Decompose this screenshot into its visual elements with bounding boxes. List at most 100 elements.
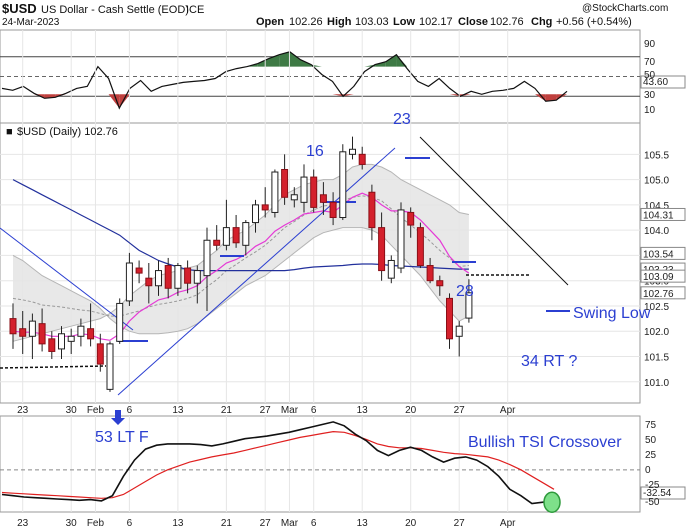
x-tick-label: 30 <box>66 405 78 416</box>
x-tick-label-bottom: 13 <box>172 518 184 529</box>
chg-label: Chg <box>531 16 552 28</box>
top-tick-70: 70 <box>644 57 656 68</box>
price-right-label-box <box>640 246 686 260</box>
candle-body <box>96 343 104 365</box>
candle-body <box>252 204 259 224</box>
top-oversold-fill <box>556 94 567 101</box>
annotation-34-rt: 34 RT ? <box>521 353 577 370</box>
candle-body <box>436 280 444 287</box>
price-right-label-box <box>640 286 686 300</box>
candle-body <box>446 297 453 340</box>
candle-body <box>38 323 46 345</box>
high-value: 103.03 <box>355 16 389 28</box>
tsi-line <box>1 421 555 505</box>
x-tick-label-bottom: Apr <box>500 518 516 529</box>
tsi-tick-0: 0 <box>645 465 651 476</box>
candle-body <box>329 201 337 219</box>
candle-body <box>465 292 473 319</box>
x-tick-label: Apr <box>500 405 516 416</box>
x-tick-label-bottom: 27 <box>454 518 466 529</box>
x-tick-label-bottom: 6 <box>311 518 317 529</box>
tsi-crossover-highlight <box>543 491 561 513</box>
bollinger-lower-line <box>12 227 470 335</box>
header-exchange: ICE <box>186 4 204 16</box>
candle-body <box>116 302 124 342</box>
candle-body <box>106 343 114 390</box>
x-tick-label: Mar <box>281 405 299 416</box>
candle-body <box>203 239 211 277</box>
top-overbought-fill <box>279 51 290 67</box>
x-tick-label-bottom: 27 <box>260 518 272 529</box>
top-overbought-fill <box>289 51 301 67</box>
candle-body <box>155 270 162 287</box>
candle-body <box>349 148 356 155</box>
candle-body <box>281 168 289 198</box>
candle-body <box>48 338 56 352</box>
price-right-label-box <box>640 207 686 221</box>
candle-body <box>416 227 424 267</box>
price-tick-label: 105.5 <box>644 150 669 161</box>
candle-body <box>125 262 133 302</box>
candle-body <box>455 325 463 337</box>
x-tick-label-bottom: 13 <box>357 518 369 529</box>
low-label: Low <box>393 16 415 28</box>
tsi-tick-minus25: -25 <box>645 480 660 491</box>
candle-body <box>261 204 269 211</box>
trendline-down-left <box>0 227 134 331</box>
top-tick-30: 30 <box>644 90 656 101</box>
tsi-tick-50: 50 <box>645 435 657 446</box>
x-tick-label-bottom: 30 <box>66 518 78 529</box>
candle-body <box>222 227 230 246</box>
annotation-swing-low: Swing Low <box>573 305 651 322</box>
price-layer <box>0 30 640 512</box>
tsi-panel <box>0 415 641 513</box>
candle-body <box>310 176 318 208</box>
annotation-tsi-note: Bullish TSI Crossover <box>468 434 622 451</box>
top-last-label: 43.60 <box>643 77 668 88</box>
annotation-23: 23 <box>393 111 411 128</box>
x-tick-label-bottom: 6 <box>127 518 133 529</box>
x-tick-label: 6 <box>127 405 133 416</box>
price-tick-label: 104.0 <box>644 226 669 237</box>
top-tick-90: 90 <box>644 39 656 50</box>
top-oversold-fill <box>332 94 344 97</box>
candle-body <box>232 227 240 244</box>
tsi-tick-25: 25 <box>645 450 657 461</box>
tsi-last-box <box>640 486 686 500</box>
candle-body <box>407 211 415 226</box>
top-oversold-fill <box>535 94 546 102</box>
x-tick-label-bottom: Feb <box>87 518 105 529</box>
x-tick-label: 13 <box>172 405 184 416</box>
candle-body <box>67 335 75 342</box>
price-right-label: 104.31 <box>643 210 674 221</box>
candle-body <box>77 325 85 337</box>
chg-value: +0.56 (+0.54%) <box>556 16 632 28</box>
price-legend: $USD (Daily) 102.76 <box>17 126 118 138</box>
bollinger-band-fill <box>13 164 469 342</box>
candle-body <box>242 222 250 246</box>
axes-layer: 101.0101.5102.0102.5103.0103.5104.0104.5… <box>17 150 686 529</box>
header-name: US Dollar - Cash Settle (EOD) <box>41 4 189 16</box>
top-oversold-fill <box>545 94 557 102</box>
x-tick-label-bottom: 23 <box>17 518 29 529</box>
candle-body <box>174 265 182 289</box>
x-tick-label: Feb <box>87 405 105 416</box>
candle-body <box>397 209 405 269</box>
header-symbol: $USD <box>2 1 37 16</box>
low-value: 102.17 <box>419 16 453 28</box>
candle-body <box>9 318 17 335</box>
price-tick-label: 104.5 <box>644 201 669 212</box>
candle-body <box>19 328 27 337</box>
candle-body <box>58 333 65 350</box>
top-oversold-fill <box>119 94 130 109</box>
candle-body <box>378 227 386 272</box>
price-tick-label: 101.5 <box>644 353 669 364</box>
candle-body <box>28 320 36 337</box>
tsi-last-label: -32.54 <box>643 488 672 499</box>
candle-body <box>387 259 395 279</box>
bollinger-mid-line <box>12 195 469 317</box>
top-overbought-fill <box>257 58 269 67</box>
up-arrow-icon <box>111 410 125 425</box>
tsi-tick-minus50: -50 <box>645 497 660 508</box>
